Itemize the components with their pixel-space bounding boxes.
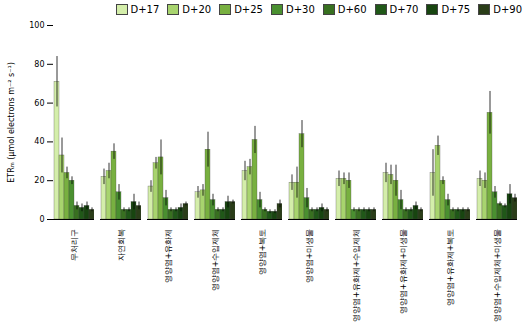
svg-text:ETRₘ (μmol electrons m⁻² s⁻¹): ETRₘ (μmol electrons m⁻² s⁻¹) (7, 62, 16, 183)
html-text:D+70: D+70 (389, 4, 419, 15)
html-text:D+17: D+17 (130, 4, 160, 15)
svg-text:무처리구: 무처리구 (70, 229, 79, 261)
svg-text:영양염+복토: 영양염+복토 (258, 229, 267, 276)
html-text:D+75: D+75 (441, 4, 471, 15)
svg-text:40: 40 (34, 137, 44, 146)
svg-text:영양염+수입제체: 영양염+수입제체 (211, 229, 220, 292)
svg-text:자연회복: 자연회복 (117, 229, 126, 261)
html-text:D+20: D+20 (182, 4, 212, 15)
svg-text:20: 20 (34, 176, 44, 185)
html-text:D+30: D+30 (285, 4, 315, 15)
svg-text:영양염+수입제체+미생물: 영양염+수입제체+미생물 (493, 229, 502, 322)
svg-text:100: 100 (29, 21, 44, 30)
svg-text:영양염+유화제+복토: 영양염+유화제+복토 (446, 229, 455, 306)
svg-text:80: 80 (34, 60, 44, 69)
svg-text:60: 60 (34, 99, 44, 108)
html-text:D+90: D+90 (493, 4, 522, 15)
html-text:D+25: D+25 (234, 4, 263, 15)
svg-text:영양염+유화제+수입제체: 영양염+유화제+수입제체 (352, 229, 361, 322)
svg-text:0: 0 (39, 215, 44, 224)
svg-text:영양염+미생물: 영양염+미생물 (305, 229, 314, 284)
html-text:D+60: D+60 (337, 4, 367, 15)
svg-text:영양염+유화제: 영양염+유화제 (164, 229, 173, 284)
svg-text:영양염+유화제+미생물: 영양염+유화제+미생물 (399, 229, 408, 314)
